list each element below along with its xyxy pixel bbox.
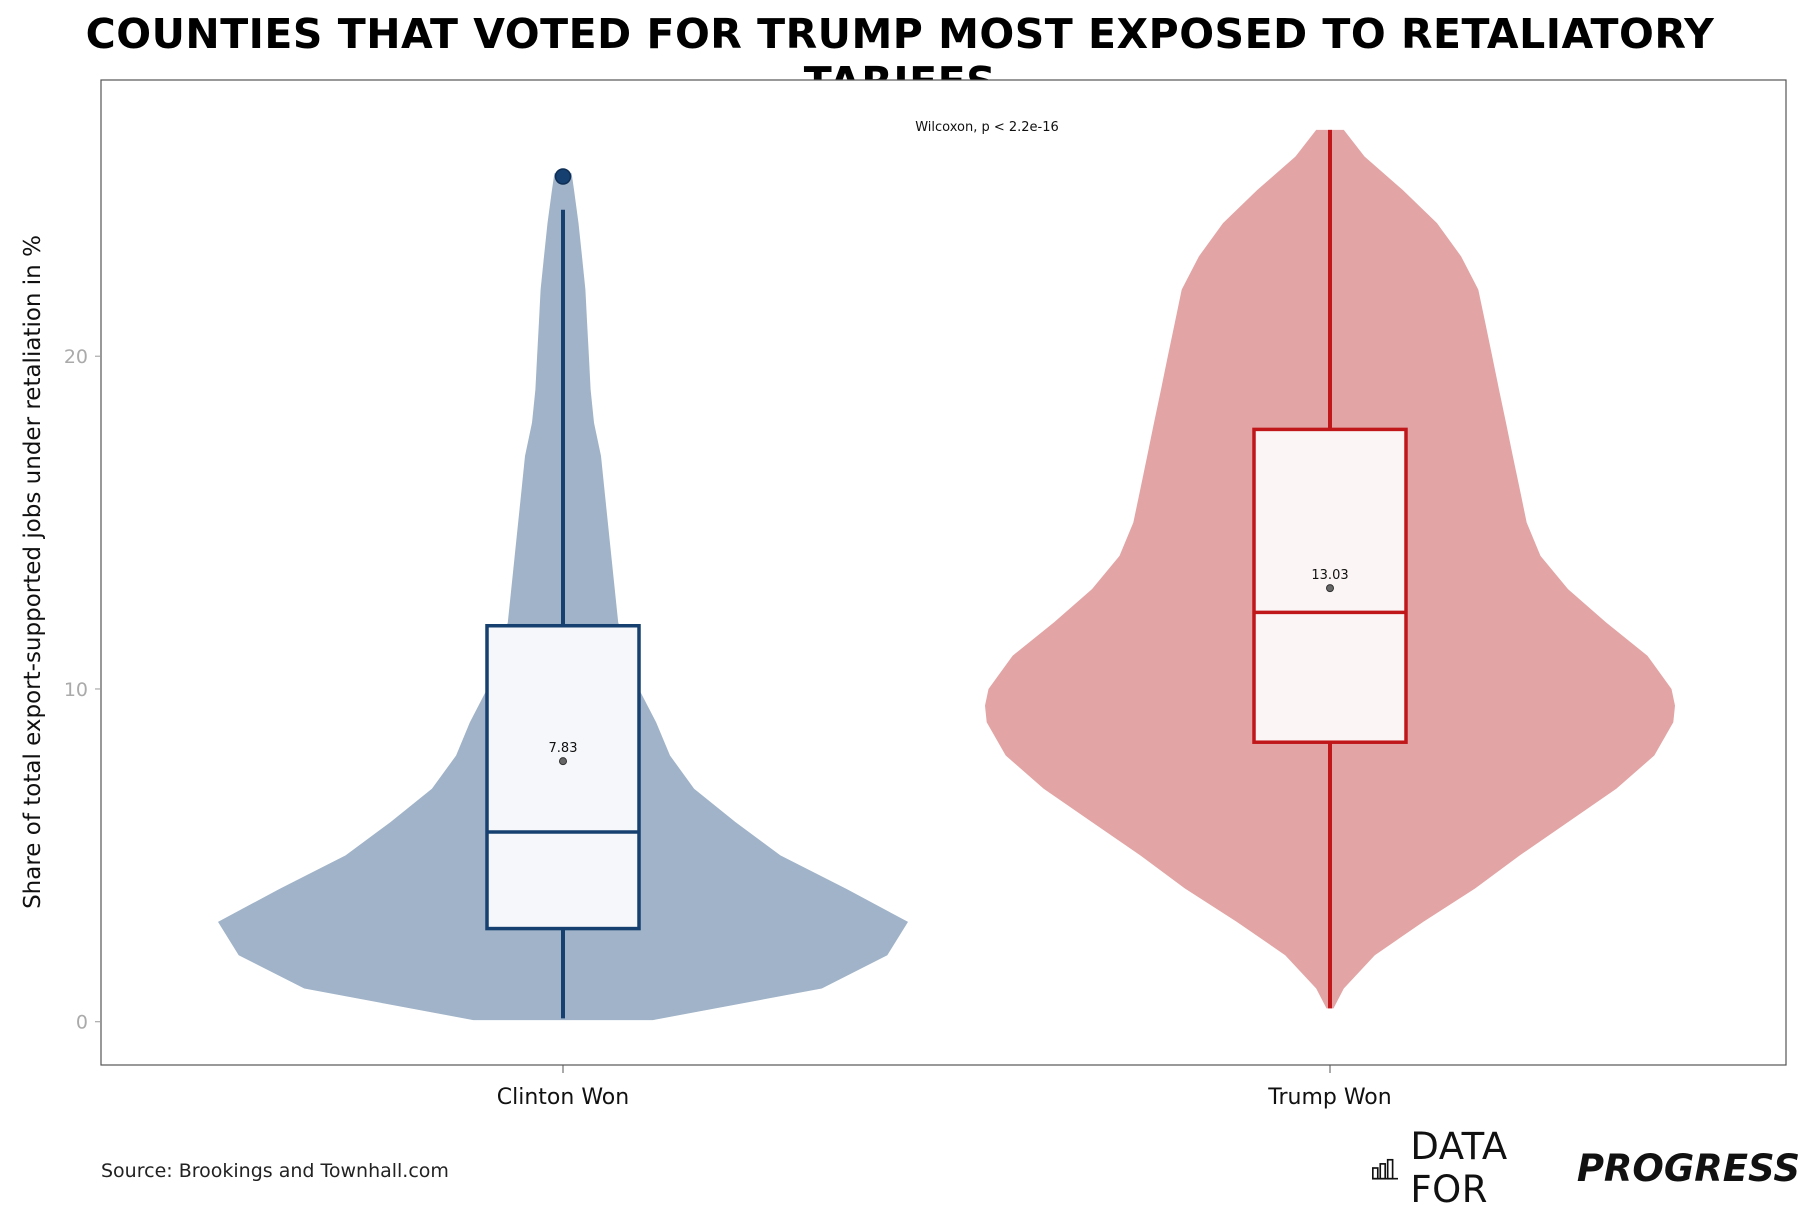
x-tick-label: Trump Won [1267, 1085, 1391, 1110]
mean-point [1326, 584, 1334, 593]
y-tick-label: 10 [64, 679, 88, 701]
y-tick-label: 0 [76, 1012, 88, 1034]
mean-label: 7.83 [549, 741, 578, 756]
brand-logo: DATA FOR PROGRESS [1372, 1125, 1800, 1211]
brand-text-progress: PROGRESS [1576, 1146, 1800, 1190]
violins-layer: 7.83 13.03 [218, 129, 1675, 1021]
outlier-point [554, 168, 572, 185]
violin-group: 13.03 [985, 129, 1675, 1009]
mean-point [559, 757, 567, 766]
box-iqr [485, 623, 641, 931]
brand-text-data-for: DATA FOR [1410, 1125, 1508, 1211]
wilcoxon-annotation: Wilcoxon, p < 2.2e-16 [915, 120, 1059, 135]
y-axis-label: Share of total export-supported jobs und… [20, 235, 46, 909]
mean-label: 13.03 [1311, 568, 1348, 583]
violin-group: 7.83 [218, 168, 908, 1021]
y-tick-label: 20 [64, 346, 88, 368]
bar-chart-icon [1372, 1158, 1399, 1180]
source-note: Source: Brookings and Townhall.com [101, 1160, 449, 1182]
y-axis: 0 10 20 [64, 346, 101, 1034]
x-axis: Clinton Won Trump Won [497, 1065, 1392, 1110]
x-tick-label: Clinton Won [497, 1085, 629, 1110]
